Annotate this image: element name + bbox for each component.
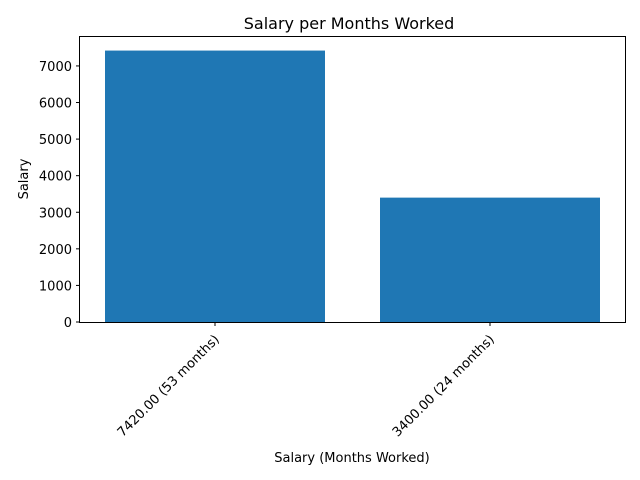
y-tick-label: 3000 [39, 206, 72, 221]
x-axis-label: Salary (Months Worked) [274, 451, 429, 466]
plot-frame [79, 36, 626, 323]
y-axis-label: Salary [17, 158, 32, 199]
y-tick-label: 0 [64, 316, 72, 331]
chart-title: Salary per Months Worked [244, 14, 455, 33]
y-tick-label: 7000 [39, 60, 72, 75]
y-axis: 0 1000 2000 3000 4000 5000 6000 7000 [39, 60, 80, 331]
y-tick-label: 1000 [39, 279, 72, 294]
bar-1 [105, 50, 325, 322]
y-tick-label: 6000 [39, 97, 72, 112]
bars-group [105, 50, 600, 322]
y-tick-label: 2000 [39, 243, 72, 258]
y-tick-label: 4000 [39, 170, 72, 185]
y-tick-label: 5000 [39, 133, 72, 148]
bar-2 [380, 197, 600, 322]
